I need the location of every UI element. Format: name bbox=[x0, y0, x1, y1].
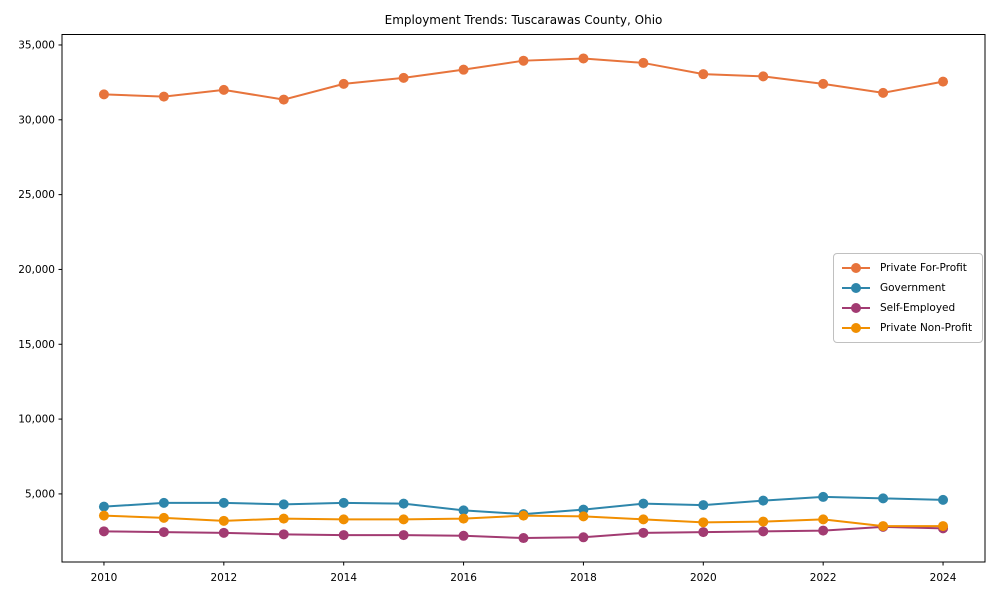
y-tick-label: 30,000 bbox=[18, 114, 55, 126]
legend-item-government: Government bbox=[840, 278, 976, 298]
y-tick-label: 35,000 bbox=[18, 39, 55, 51]
data-point-marker bbox=[398, 498, 409, 509]
x-tick-label: 2010 bbox=[91, 572, 118, 584]
line-dot-marker-icon bbox=[842, 263, 870, 273]
data-point-marker bbox=[698, 69, 709, 80]
data-point-marker bbox=[98, 510, 109, 521]
data-point-marker bbox=[398, 514, 409, 525]
data-point-marker bbox=[698, 527, 709, 538]
y-tick-label: 15,000 bbox=[18, 339, 55, 351]
data-point-marker bbox=[338, 497, 349, 508]
line-dot-marker-icon bbox=[842, 323, 870, 333]
axes-frame bbox=[61, 34, 986, 563]
data-point-marker bbox=[458, 530, 469, 541]
data-point-marker bbox=[638, 57, 649, 68]
data-point-marker bbox=[398, 72, 409, 83]
y-tick-label: 25,000 bbox=[18, 189, 55, 201]
data-point-marker bbox=[278, 529, 289, 540]
data-point-marker bbox=[518, 55, 529, 66]
data-point-marker bbox=[278, 513, 289, 524]
data-point-marker bbox=[698, 517, 709, 528]
data-point-marker bbox=[758, 516, 769, 527]
y-tick-label: 10,000 bbox=[18, 414, 55, 426]
legend-dot bbox=[851, 283, 861, 293]
data-point-marker bbox=[278, 499, 289, 510]
y-tick-label: 20,000 bbox=[18, 264, 55, 276]
data-point-marker bbox=[158, 91, 169, 102]
legend-dot bbox=[851, 303, 861, 313]
legend-item-self-employed: Self-Employed bbox=[840, 298, 976, 318]
line-dot-marker-icon bbox=[842, 303, 870, 313]
data-point-marker bbox=[398, 530, 409, 541]
x-tick-label: 2018 bbox=[570, 572, 597, 584]
legend-dot bbox=[851, 323, 861, 333]
data-point-marker bbox=[338, 514, 349, 525]
data-point-marker bbox=[818, 491, 829, 502]
data-point-marker bbox=[218, 515, 229, 526]
chart-title: Employment Trends: Tuscarawas County, Oh… bbox=[384, 13, 663, 27]
data-point-marker bbox=[158, 497, 169, 508]
data-point-marker bbox=[338, 530, 349, 541]
data-point-marker bbox=[218, 527, 229, 538]
data-point-marker bbox=[638, 514, 649, 525]
data-point-marker bbox=[278, 94, 289, 105]
x-tick-label: 2014 bbox=[330, 572, 357, 584]
data-point-marker bbox=[938, 76, 949, 87]
data-point-marker bbox=[638, 527, 649, 538]
x-tick-label: 2022 bbox=[810, 572, 837, 584]
data-point-marker bbox=[698, 500, 709, 511]
legend-label: Government bbox=[880, 282, 946, 294]
data-point-marker bbox=[638, 498, 649, 509]
data-point-marker bbox=[818, 525, 829, 536]
data-point-marker bbox=[818, 78, 829, 89]
data-point-marker bbox=[518, 533, 529, 544]
legend-item-private-non-profit: Private Non-Profit bbox=[840, 318, 976, 338]
legend: Private For-Profit Government Self-Emplo… bbox=[833, 253, 983, 343]
data-point-marker bbox=[758, 71, 769, 82]
legend-dot bbox=[851, 263, 861, 273]
data-point-marker bbox=[938, 521, 949, 532]
legend-item-private-for-profit: Private For-Profit bbox=[840, 258, 976, 278]
data-point-marker bbox=[878, 87, 889, 98]
data-point-marker bbox=[578, 53, 589, 64]
x-tick-label: 2016 bbox=[450, 572, 477, 584]
data-point-marker bbox=[758, 526, 769, 537]
data-point-marker bbox=[578, 511, 589, 522]
legend-label: Private Non-Profit bbox=[880, 322, 973, 334]
data-point-marker bbox=[458, 64, 469, 75]
data-point-marker bbox=[518, 510, 529, 521]
data-point-marker bbox=[938, 494, 949, 505]
legend-label: Self-Employed bbox=[880, 302, 956, 314]
data-point-marker bbox=[878, 521, 889, 532]
data-point-marker bbox=[818, 514, 829, 525]
data-point-marker bbox=[158, 527, 169, 538]
data-point-marker bbox=[758, 495, 769, 506]
data-point-marker bbox=[458, 505, 469, 516]
data-point-marker bbox=[98, 89, 109, 100]
data-point-marker bbox=[338, 78, 349, 89]
data-point-marker bbox=[98, 501, 109, 512]
x-tick-label: 2020 bbox=[690, 572, 717, 584]
x-tick-label: 2012 bbox=[210, 572, 237, 584]
data-point-marker bbox=[218, 497, 229, 508]
data-point-marker bbox=[158, 512, 169, 523]
x-tick-label: 2024 bbox=[930, 572, 957, 584]
data-point-marker bbox=[458, 513, 469, 524]
data-point-marker bbox=[578, 532, 589, 543]
y-tick-label: 5,000 bbox=[25, 488, 55, 500]
legend-label: Private For-Profit bbox=[880, 262, 967, 274]
data-point-marker bbox=[218, 84, 229, 95]
line-dot-marker-icon bbox=[842, 283, 870, 293]
data-point-marker bbox=[98, 526, 109, 537]
data-point-marker bbox=[878, 493, 889, 504]
